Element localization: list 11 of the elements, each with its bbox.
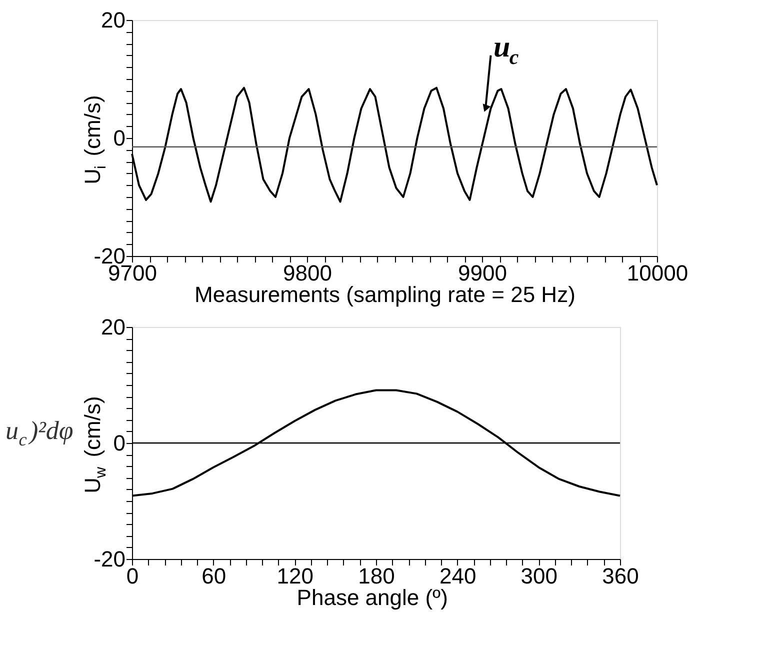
y-tick-label: 20: [101, 8, 126, 32]
y-tick-label: 0: [113, 430, 126, 456]
x-tick-label: 360: [602, 564, 639, 588]
y-tick-label: 20: [101, 314, 126, 340]
x-tick-label: 10000: [626, 260, 688, 286]
x-tick-label: 300: [520, 564, 558, 588]
x-tick-label: 60: [202, 564, 226, 588]
y-axis-title: Uw (cm/s): [80, 396, 110, 494]
y-tick-label: -20: [94, 546, 126, 572]
y-axis-title: Ui (cm/s): [80, 95, 110, 184]
y-tick-label: 0: [113, 126, 126, 150]
